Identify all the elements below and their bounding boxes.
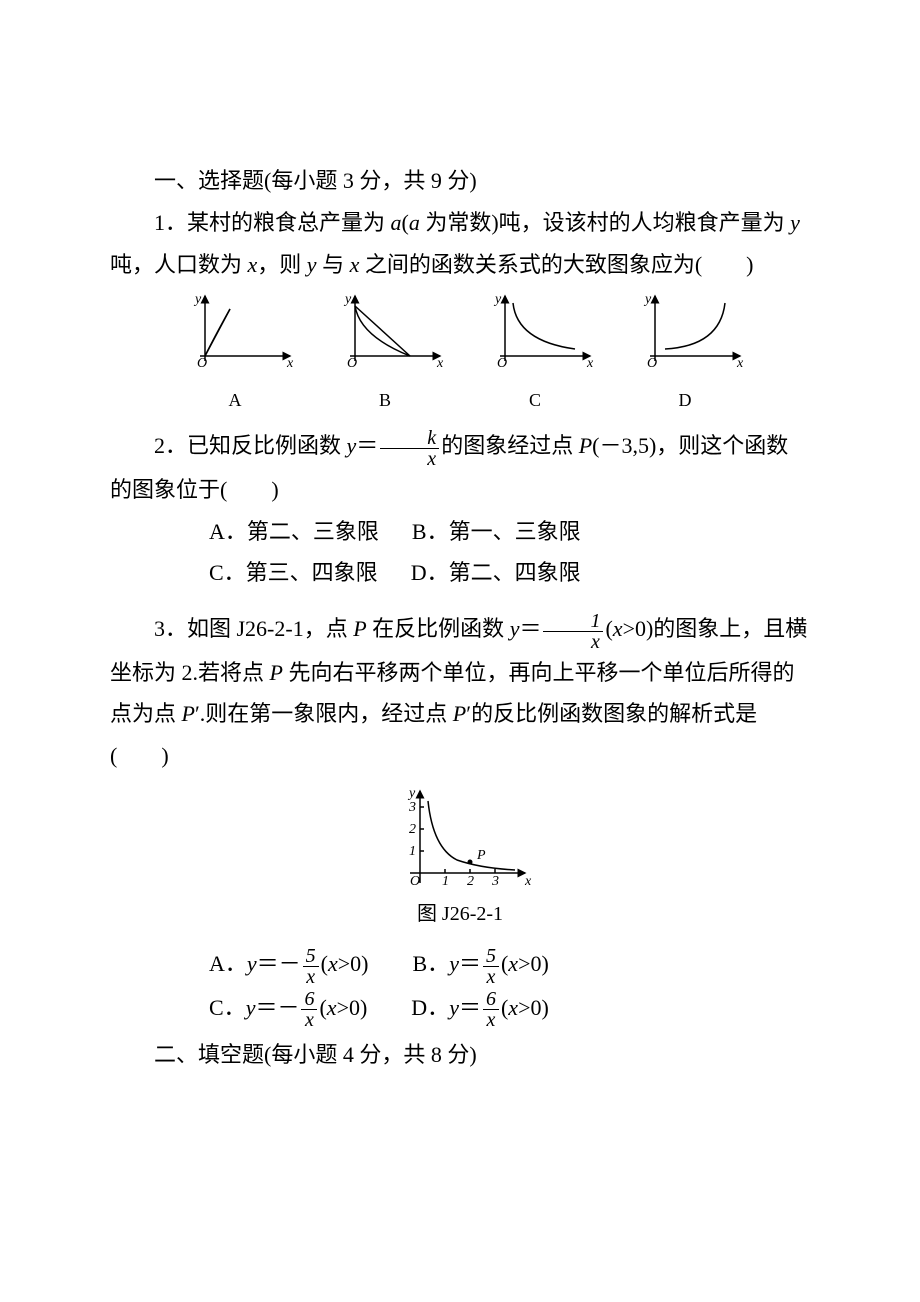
svg-text:2: 2 <box>409 822 416 837</box>
q1-paren: ( <box>402 210 409 235</box>
figure-caption: 图 J26-2-1 <box>417 895 503 933</box>
var-x: x <box>248 252 258 277</box>
svg-text:x: x <box>586 356 594 371</box>
q2-opt-a: A．第二、三象限 <box>209 519 379 544</box>
q3-frac-num: 1 <box>543 611 603 632</box>
q2-eq: ＝ <box>356 433 378 458</box>
q1-text-2: 为常数)吨，设该村的人均粮食产量为 <box>420 210 790 235</box>
q3-opt-c-label: C． <box>209 995 246 1020</box>
q3-x: x <box>613 616 623 641</box>
q3-prime: ′.则在第一象限内，经过点 <box>195 701 453 726</box>
svg-text:3: 3 <box>491 874 499 889</box>
q3-opt-d-label: D． <box>411 995 449 1020</box>
q2-frac-den: x <box>380 449 439 469</box>
q2-text-1: 2．已知反比例函数 <box>154 433 347 458</box>
svg-text:y: y <box>493 292 502 307</box>
svg-text:1: 1 <box>442 874 449 889</box>
q3-p4: P <box>453 701 466 726</box>
origin-label: O <box>197 356 207 371</box>
label-a: A <box>175 383 295 417</box>
q3-cond-open: ( <box>605 616 612 641</box>
q3-eq: ＝ <box>519 616 541 641</box>
question-3: 3．如图 J26-2-1，点 P 在反比例函数 y＝1x(x>0)的图象上，且横… <box>110 608 810 777</box>
q3-text-1: 3．如图 J26-2-1，点 <box>154 616 353 641</box>
svg-text:3: 3 <box>408 800 416 815</box>
svg-text:x: x <box>436 356 444 371</box>
q3-opt-a-label: A． <box>209 951 247 976</box>
svg-text:O: O <box>347 356 357 371</box>
svg-text:O: O <box>410 874 420 889</box>
var-y2: y <box>307 252 317 277</box>
q1-graphs-row: O x y A O x y B <box>110 291 810 417</box>
q1-graph-d: O x y D <box>625 291 745 417</box>
svg-text:x: x <box>524 874 532 889</box>
q3-p2: P <box>270 660 283 685</box>
q2-y: y <box>347 433 357 458</box>
q3-fraction: 1x <box>543 611 603 652</box>
q3-y: y <box>510 616 520 641</box>
svg-text:O: O <box>497 356 507 371</box>
figure-j26-2-1: O x y 1 2 3 1 2 3 P 图 J26-2-1 <box>110 783 810 933</box>
svg-text:1: 1 <box>409 844 416 859</box>
label-c: C <box>475 383 595 417</box>
q3-frac-den: x <box>543 632 603 652</box>
q2-options: A．第二、三象限 B．第一、三象限 C．第三、四象限 D．第二、四象限 <box>209 511 810 595</box>
q1-text-5: 与 <box>317 252 350 277</box>
q1-text-6: 之间的函数关系式的大致图象应为( ) <box>359 252 753 277</box>
svg-text:y: y <box>643 292 652 307</box>
q3-options: A．y＝－5x(x>0) B．y＝5x(x>0) C．y＝－6x(x>0) D．… <box>209 943 810 1030</box>
q1-graph-c: O x y C <box>475 291 595 417</box>
var-a: a <box>391 210 402 235</box>
label-b: B <box>325 383 445 417</box>
x-axis-label: x <box>286 356 294 371</box>
var-a2: a <box>409 210 420 235</box>
q2-fraction: kx <box>380 428 439 469</box>
q2-opt-d: D．第二、四象限 <box>411 560 581 585</box>
q3-p: P <box>353 616 366 641</box>
question-2: 2．已知反比例函数 y＝kx的图象经过点 P(－3,5)，则这个函数的图象位于(… <box>110 425 810 510</box>
svg-text:O: O <box>647 356 657 371</box>
q1-text-3: 吨，人口数为 <box>110 252 248 277</box>
q2-opt-c: C．第三、四象限 <box>209 560 378 585</box>
svg-text:y: y <box>343 292 352 307</box>
y-axis-label: y <box>193 292 202 307</box>
q1-text-4: ，则 <box>257 252 307 277</box>
var-y: y <box>790 210 800 235</box>
question-1: 1．某村的粮食总产量为 a(a 为常数)吨，设该村的人均粮食产量为 y 吨，人口… <box>110 202 810 286</box>
q3-opt-b-label: B． <box>413 951 450 976</box>
svg-text:x: x <box>736 356 744 371</box>
var-x2: x <box>350 252 360 277</box>
q1-text-1: 1．某村的粮食总产量为 <box>154 210 391 235</box>
svg-text:y: y <box>407 786 416 801</box>
svg-text:2: 2 <box>467 874 474 889</box>
q2-frac-num: k <box>380 428 439 449</box>
label-d: D <box>625 383 745 417</box>
q2-p: P <box>579 433 592 458</box>
q3-p3: P <box>182 701 195 726</box>
q2-opt-b: B．第一、三象限 <box>412 519 581 544</box>
q3-text-2: 在反比例函数 <box>367 616 510 641</box>
q1-graph-b: O x y B <box>325 291 445 417</box>
q2-text-2: 的图象经过点 <box>441 433 579 458</box>
section-2-heading: 二、填空题(每小题 4 分，共 8 分) <box>110 1034 810 1076</box>
svg-text:P: P <box>476 848 486 863</box>
q1-graph-a: O x y A <box>175 291 295 417</box>
section-1-heading: 一、选择题(每小题 3 分，共 9 分) <box>110 160 810 202</box>
